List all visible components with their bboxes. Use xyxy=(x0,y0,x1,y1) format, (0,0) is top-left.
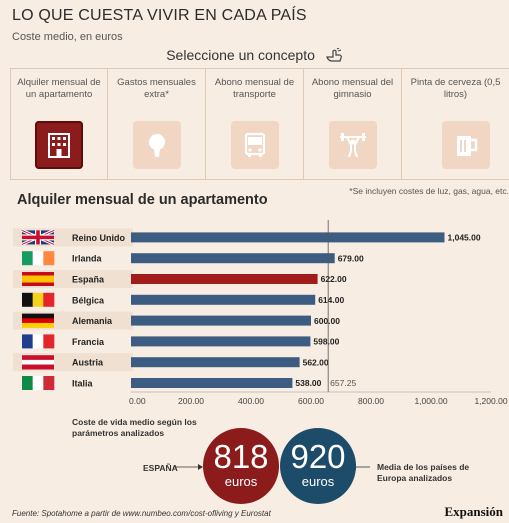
x-tick-label: 600.00 xyxy=(298,396,324,406)
europe-label: Media de los países de Europa analizados xyxy=(377,462,470,483)
bar xyxy=(131,294,316,305)
bar-chart: Reino Unido Irlanda España Bélgica Alemania F… xyxy=(13,220,508,406)
flag-column: Reino Unido Irlanda España Bélgica Alemania F… xyxy=(13,228,133,392)
x-tick-label: 0.00 xyxy=(129,396,146,406)
bar xyxy=(131,274,318,284)
pointing-hand-icon xyxy=(325,47,343,65)
europe-average-value: 920 xyxy=(290,438,346,475)
x-tick-label: 1,200.00 xyxy=(474,396,507,406)
page-title: LO QUE CUESTA VIVIR EN CADA PAÍS xyxy=(12,7,307,24)
lightbulb-icon xyxy=(132,121,181,169)
building-icon xyxy=(35,121,83,169)
bar xyxy=(131,232,445,243)
concept-tab-gym[interactable]: Abono mensual del gimnasio xyxy=(304,69,402,179)
concept-label: Abono mensual de transporte xyxy=(214,77,295,100)
brand-logo: Expansión xyxy=(444,504,503,519)
spain-average-circle: 818 euros xyxy=(203,428,279,504)
concept-label: Pinta de cerveza (0,5 litros) xyxy=(410,77,501,100)
concept-selector-heading: Seleccione un concepto xyxy=(0,47,509,65)
value-label: 598.00 xyxy=(313,337,339,347)
x-tick-label: 400.00 xyxy=(238,396,264,406)
value-label: 1,045.00 xyxy=(448,233,481,243)
concept-tab-beer[interactable]: Pinta de cerveza (0,5 litros) xyxy=(402,69,509,179)
x-tick-label: 1,000.00 xyxy=(414,396,447,406)
concept-tab-rent[interactable]: Alquiler mensual de un apartamento xyxy=(10,69,108,179)
concept-tab-extra-expenses[interactable]: Gastos mensuales extra* xyxy=(108,69,206,179)
flag-icon xyxy=(22,376,55,390)
spain-label: ESPAÑA xyxy=(143,463,178,473)
x-axis: 657.25 0.00 200.00 400.00 600.00 800.00 1,000.… xyxy=(129,220,508,406)
flag-icon xyxy=(22,272,54,286)
bar xyxy=(131,336,311,347)
concept-tab-transport[interactable]: Abono mensual de transporte xyxy=(206,69,304,179)
country-label: España xyxy=(72,275,105,285)
value-label: 562.00 xyxy=(303,357,329,367)
value-label: 614.00 xyxy=(318,295,344,305)
country-label: Irlanda xyxy=(72,254,103,264)
flag-icon xyxy=(22,334,55,349)
value-label: 622.00 xyxy=(321,274,347,284)
europe-average-unit: euros xyxy=(301,474,335,489)
country-label: Alemania xyxy=(72,316,113,326)
concept-label: Gastos mensuales extra* xyxy=(117,77,196,100)
value-label: 538.00 xyxy=(295,378,321,388)
country-label: Italia xyxy=(72,379,94,389)
reference-line-label: 657.25 xyxy=(330,378,356,388)
country-label: Austria xyxy=(72,358,104,368)
bar xyxy=(131,357,300,368)
concept-label: Abono mensual del gimnasio xyxy=(311,77,394,100)
bar xyxy=(131,253,335,264)
beer-mug-icon xyxy=(442,121,490,169)
bar xyxy=(131,315,311,326)
flag-icon xyxy=(21,229,55,246)
x-tick-label: 800.00 xyxy=(358,396,384,406)
concept-tabs: Alquiler mensual de un apartamento Gasto… xyxy=(10,68,509,180)
country-label: Francia xyxy=(72,337,105,347)
flag-icon xyxy=(22,251,55,266)
europe-average-circle: 920 euros xyxy=(280,428,356,504)
flag-icon xyxy=(22,355,54,370)
flag-icon xyxy=(22,292,55,307)
spain-average-unit: euros xyxy=(224,474,258,489)
flag-icon xyxy=(22,313,54,328)
bus-icon xyxy=(230,121,279,169)
source-note: Fuente: Spotahome a partir de www.numbeo… xyxy=(12,509,271,518)
country-label: Bélgica xyxy=(72,295,105,305)
x-tick-label: 200.00 xyxy=(178,396,204,406)
average-caption: Coste de vida medio según los parámetros… xyxy=(72,417,197,438)
bars-group: 1,045.00 679.00 622.00 614.00 600.00 598.00 56… xyxy=(131,232,481,388)
value-label: 679.00 xyxy=(338,253,364,263)
country-label: Reino Unido xyxy=(72,233,125,243)
value-label: 600.00 xyxy=(314,316,340,326)
footnote: *Se incluyen costes de luz, gas, agua, e… xyxy=(349,186,509,196)
page-subtitle: Coste medio, en euros xyxy=(12,31,123,43)
chart-title: Alquiler mensual de un apartamento xyxy=(17,192,268,208)
select-concept-label: Seleccione un concepto xyxy=(166,47,315,63)
bar xyxy=(131,378,293,388)
concept-label: Alquiler mensual de un apartamento xyxy=(17,77,101,100)
weightlifter-icon xyxy=(328,121,377,169)
spain-average-value: 818 xyxy=(213,438,269,475)
